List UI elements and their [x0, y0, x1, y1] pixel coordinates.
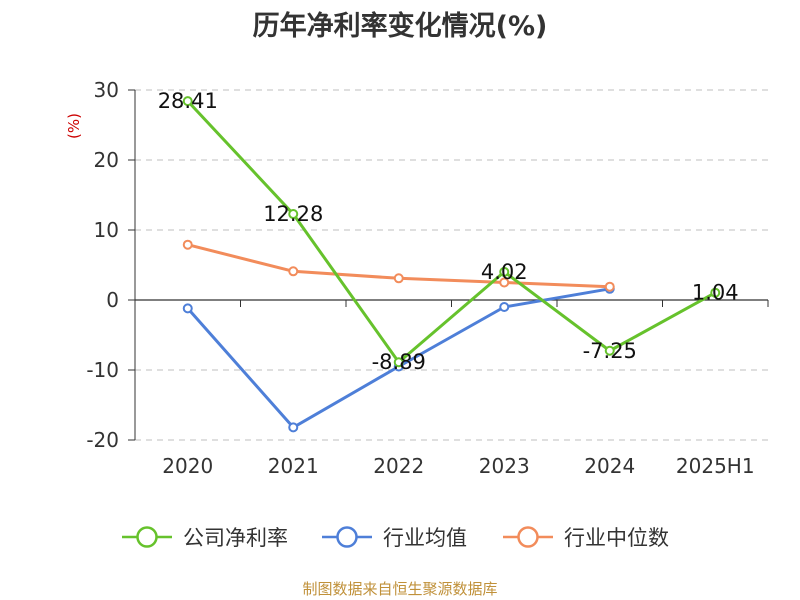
- data-point: [182, 96, 193, 107]
- data-label: 12.28: [263, 202, 323, 226]
- data-point: [499, 277, 510, 288]
- data-point: [393, 357, 404, 368]
- data-point: [604, 345, 615, 356]
- legend-marker: [517, 526, 539, 548]
- data-labels: 28.41 12.28 -8.89 4.02 -7.25 1.04: [158, 89, 739, 374]
- y-tick-label: -20: [86, 428, 119, 452]
- gridlines: [135, 89, 768, 441]
- data-label: 28.41: [158, 89, 218, 113]
- data-point: [182, 239, 193, 250]
- x-tick-label: 2022: [373, 454, 424, 478]
- source-note: 制图数据来自恒生聚源数据库: [302, 580, 498, 598]
- y-tick-label: 20: [94, 148, 119, 172]
- data-point: [604, 281, 615, 292]
- y-tick-label: 0: [106, 288, 119, 312]
- x-tick-label: 2020: [162, 454, 213, 478]
- legend-marker: [136, 526, 158, 548]
- axes: 30 20 10 0 -10 -20 2020 2021 2022 2023 2024 2025H1 (…: [65, 78, 769, 478]
- data-label: 4.02: [481, 260, 528, 284]
- y-axis-title: (%): [65, 113, 83, 139]
- data-point: [288, 422, 299, 433]
- legend-label: 行业均值: [383, 526, 467, 550]
- legend-label: 行业中位数: [564, 526, 669, 550]
- data-point: [288, 266, 299, 277]
- x-tick-label: 2024: [584, 454, 635, 478]
- legend-item[interactable]: 行业中位数: [503, 526, 669, 550]
- series-lines: [182, 96, 721, 433]
- data-label: -8.89: [372, 350, 426, 374]
- y-tick-label: -10: [86, 358, 119, 382]
- legend-item[interactable]: 行业均值: [322, 526, 467, 550]
- y-tick-label: 10: [94, 218, 119, 242]
- legend-item[interactable]: 公司净利率: [122, 526, 288, 550]
- legend-marker: [336, 526, 358, 548]
- x-tick-label: 2021: [268, 454, 319, 478]
- data-point: [288, 209, 299, 220]
- data-label: -7.25: [583, 339, 637, 363]
- y-tick-label: 30: [94, 78, 119, 102]
- data-point: [393, 273, 404, 284]
- series-line-0: [186, 100, 716, 364]
- data-label: 1.04: [692, 281, 739, 305]
- data-point: [710, 287, 721, 298]
- data-point: [499, 302, 510, 312]
- legend[interactable]: 公司净利率 行业均值 行业中位数: [122, 526, 669, 550]
- data-point: [499, 266, 510, 277]
- data-point: [182, 303, 193, 314]
- x-tick-label: 2025H1: [676, 454, 755, 478]
- legend-label: 公司净利率: [183, 526, 288, 550]
- chart-title: 历年净利率变化情况(%): [252, 11, 548, 42]
- x-tick-label: 2023: [479, 454, 530, 478]
